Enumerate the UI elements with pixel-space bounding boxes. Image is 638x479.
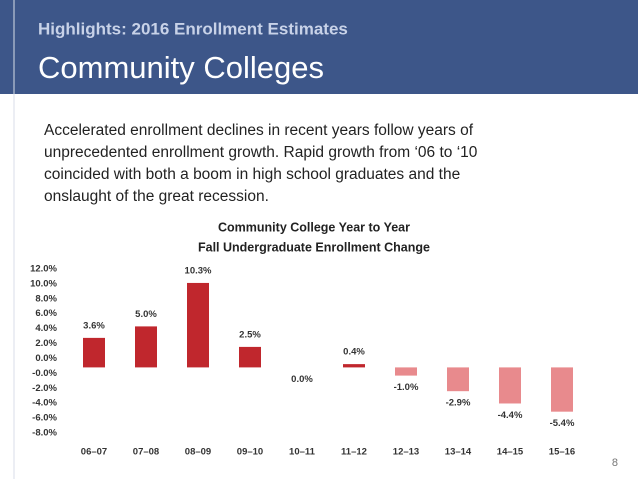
y-tick-label: 10.0% bbox=[30, 278, 57, 289]
value-label: 5.0% bbox=[135, 309, 157, 320]
y-tick-label: 0.0% bbox=[35, 353, 57, 364]
y-tick-label: -4.0% bbox=[32, 398, 57, 409]
body-line: unprecedented enrollment growth. Rapid g… bbox=[44, 144, 478, 161]
bar bbox=[187, 282, 209, 368]
y-tick-label: 6.0% bbox=[35, 308, 57, 319]
page-number: 8 bbox=[612, 457, 618, 469]
x-tick-label: 08–09 bbox=[185, 447, 211, 458]
chart-subtitle: Fall Undergraduate Enrollment Change bbox=[198, 240, 430, 254]
header-title: Community Colleges bbox=[38, 50, 324, 85]
y-tick-label: -6.0% bbox=[32, 413, 57, 424]
x-tick-label: 07–08 bbox=[133, 447, 159, 458]
x-tick-label: 15–16 bbox=[549, 447, 575, 458]
bar bbox=[239, 346, 261, 368]
body-line: Accelerated enrollment declines in recen… bbox=[44, 122, 474, 139]
bar bbox=[83, 337, 105, 368]
x-tick-label: 09–10 bbox=[237, 447, 263, 458]
body-line: coincided with both a boom in high schoo… bbox=[44, 166, 460, 183]
y-tick-label: 2.0% bbox=[35, 338, 57, 349]
bar bbox=[343, 364, 365, 368]
x-tick-label: 06–07 bbox=[81, 447, 107, 458]
bar bbox=[135, 326, 157, 368]
x-tick-label: 10–11 bbox=[289, 447, 316, 458]
value-label: -4.4% bbox=[498, 410, 523, 421]
y-tick-label: 8.0% bbox=[35, 293, 57, 304]
y-tick-label: -0.0% bbox=[32, 368, 57, 379]
value-label: -5.4% bbox=[550, 418, 575, 429]
x-tick-label: 14–15 bbox=[497, 447, 524, 458]
x-tick-label: 13–14 bbox=[445, 447, 472, 458]
y-tick-label: 4.0% bbox=[35, 323, 57, 334]
chart-title: Community College Year to Year bbox=[218, 220, 410, 234]
value-label: 0.0% bbox=[291, 374, 313, 385]
x-tick-label: 12–13 bbox=[393, 447, 419, 458]
bar bbox=[395, 367, 417, 376]
y-tick-label: 12.0% bbox=[30, 264, 57, 275]
body-line: onslaught of the great recession. bbox=[44, 188, 269, 205]
y-tick-label: -8.0% bbox=[32, 428, 57, 439]
y-tick-label: -2.0% bbox=[32, 383, 57, 394]
value-label: 2.5% bbox=[239, 329, 261, 340]
value-label: 10.3% bbox=[185, 265, 212, 276]
value-label: -1.0% bbox=[394, 382, 419, 393]
x-tick-label: 11–12 bbox=[341, 447, 367, 458]
header-subtitle: Highlights: 2016 Enrollment Estimates bbox=[38, 19, 348, 38]
bar bbox=[499, 367, 521, 404]
header-band bbox=[0, 0, 638, 94]
bar bbox=[551, 367, 573, 412]
value-label: 0.4% bbox=[343, 347, 365, 358]
value-label: 3.6% bbox=[83, 320, 105, 331]
bar bbox=[447, 367, 469, 392]
value-label: -2.9% bbox=[446, 398, 471, 409]
